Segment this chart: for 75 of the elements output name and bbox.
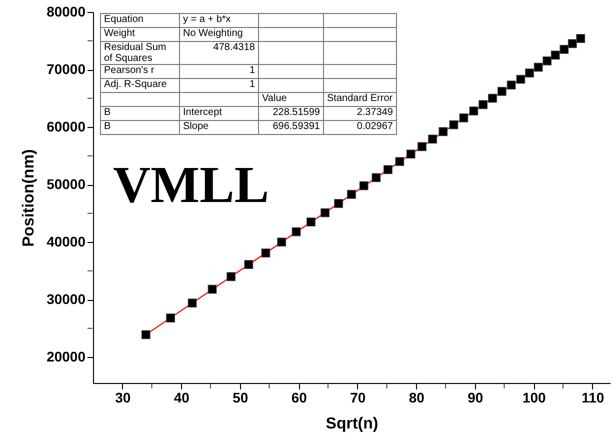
point xyxy=(497,86,506,96)
point xyxy=(383,165,392,174)
annotation: Residual Sum of Squares xyxy=(100,42,180,64)
annotation: No Weighting xyxy=(180,28,258,42)
annotation: 696.59391 xyxy=(258,120,324,134)
y-axis-title: Position(nm) xyxy=(20,149,38,247)
point xyxy=(141,330,150,340)
point xyxy=(525,68,534,78)
annotation: Value xyxy=(258,92,324,106)
y-tick-label: 20000 xyxy=(46,348,86,365)
annotation: 0.02967 xyxy=(324,120,396,134)
annotation: y = a + b*x xyxy=(180,14,258,28)
annotation: Slope xyxy=(180,120,258,134)
point xyxy=(244,260,254,269)
annotation: Standard Error xyxy=(324,92,396,106)
point xyxy=(550,50,560,60)
annotation: 1 xyxy=(180,78,258,92)
point xyxy=(568,39,577,48)
point xyxy=(449,120,458,130)
point xyxy=(208,284,217,294)
y-tick-label: 30000 xyxy=(46,291,86,308)
point xyxy=(488,94,497,103)
point xyxy=(334,199,344,208)
point xyxy=(372,173,381,182)
point xyxy=(188,298,197,308)
annotation: Adj. R-Square xyxy=(100,78,180,92)
annotation: B xyxy=(100,106,180,120)
annotation: VMLL xyxy=(113,157,269,214)
point xyxy=(359,181,368,190)
annotation: 228.51599 xyxy=(258,106,324,120)
point xyxy=(438,127,448,136)
x-tick-label: 80 xyxy=(408,390,425,406)
point xyxy=(347,190,356,199)
annotation: Equation xyxy=(100,14,180,28)
point xyxy=(576,34,586,43)
point xyxy=(406,150,416,159)
x-tick-label: 50 xyxy=(232,390,248,406)
y-tick-label: 50000 xyxy=(46,176,86,192)
point xyxy=(516,74,526,84)
point xyxy=(428,134,438,144)
annotation: Intercept xyxy=(180,106,258,120)
point xyxy=(459,113,468,122)
point xyxy=(166,314,176,322)
y-tick-label: 40000 xyxy=(46,234,86,250)
point xyxy=(320,208,330,218)
point xyxy=(469,106,478,116)
point xyxy=(292,227,301,236)
point xyxy=(277,238,286,247)
point xyxy=(478,100,488,110)
point xyxy=(506,80,516,90)
x-tick-label: 70 xyxy=(350,390,366,406)
y-tick-label: 70000 xyxy=(46,61,86,78)
annotation: Pearson's r xyxy=(100,64,180,78)
x-tick-label: 40 xyxy=(174,390,190,406)
point xyxy=(306,217,316,226)
point xyxy=(534,62,543,72)
x-tick-label: 60 xyxy=(291,390,308,406)
annotation: 478.4318 xyxy=(180,42,258,64)
x-tick-label: 90 xyxy=(468,390,484,406)
y-tick-label: 60000 xyxy=(46,118,86,135)
annotation: Weight xyxy=(100,28,180,42)
point xyxy=(560,44,569,54)
point xyxy=(261,248,270,258)
y-tick-label: 80000 xyxy=(46,4,86,20)
annotation: B xyxy=(100,120,180,134)
x-tick-label: 30 xyxy=(115,390,131,406)
x-axis-title: Sqrt(n) xyxy=(326,416,378,432)
point xyxy=(226,272,236,282)
point xyxy=(395,157,404,166)
annotation: 2.37349 xyxy=(324,106,396,120)
x-tick-label: 100 xyxy=(522,390,546,406)
point xyxy=(418,142,426,152)
annotation: 1 xyxy=(180,64,258,78)
point xyxy=(542,56,552,66)
x-tick-label: 110 xyxy=(582,390,604,406)
